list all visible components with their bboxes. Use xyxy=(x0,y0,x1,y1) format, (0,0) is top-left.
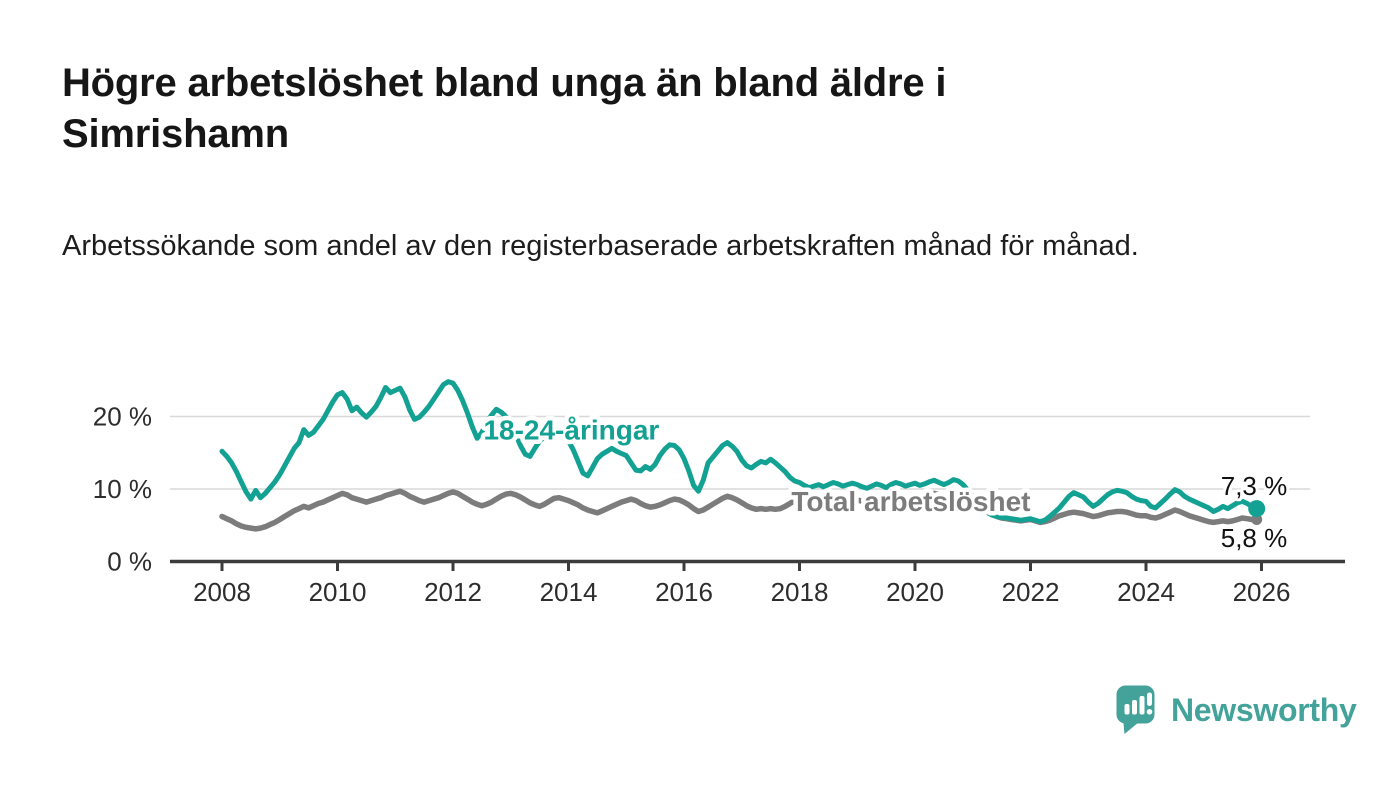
youth-unemployment-line xyxy=(219,379,1260,525)
x-tick-label: 2018 xyxy=(771,577,829,607)
x-tick-label: 2020 xyxy=(886,577,944,607)
youth-end-dot xyxy=(1248,500,1266,518)
x-tick-label: 2022 xyxy=(1002,577,1060,607)
speech-bubble-bar-chart-icon xyxy=(1116,685,1155,734)
end-value-label-1: 5,8 % xyxy=(1221,523,1288,553)
x-tick-label: 2010 xyxy=(309,577,367,607)
y-tick-label: 20 % xyxy=(93,402,152,432)
page-title: Högre arbetslöshet bland unga än bland ä… xyxy=(62,61,947,157)
newsworthy-wordmark: Newsworthy xyxy=(1171,691,1357,728)
x-tick-label: 2016 xyxy=(655,577,713,607)
logo-bar-small xyxy=(1124,704,1130,715)
logo-bubble-tail xyxy=(1123,718,1139,734)
x-tick-label: 2014 xyxy=(540,577,598,607)
logo-exclamation-bar xyxy=(1147,692,1152,706)
y-tick-label: 0 % xyxy=(107,547,152,577)
youth-series-label: 18-24-åringar xyxy=(483,415,659,446)
y-tick-label: 10 % xyxy=(93,474,152,504)
total-end-dot xyxy=(1251,513,1263,525)
x-tick-label: 2026 xyxy=(1233,577,1291,607)
x-tick-label: 2024 xyxy=(1117,577,1175,607)
newsworthy-logo: Newsworthy xyxy=(1116,685,1357,735)
logo-bar-medium xyxy=(1132,700,1137,715)
x-tick-label: 2012 xyxy=(424,577,482,607)
total-unemployment-line xyxy=(219,488,1260,532)
logo-bar-tall xyxy=(1139,696,1145,715)
total-series-label: Total arbetslöshet xyxy=(791,486,1030,517)
logo-exclamation-dot xyxy=(1146,709,1153,715)
x-tick-label: 2008 xyxy=(193,577,251,607)
page-subtitle: Arbetssökande som andel av den registerb… xyxy=(62,230,1139,262)
end-value-label-0: 7,3 % xyxy=(1221,471,1288,501)
